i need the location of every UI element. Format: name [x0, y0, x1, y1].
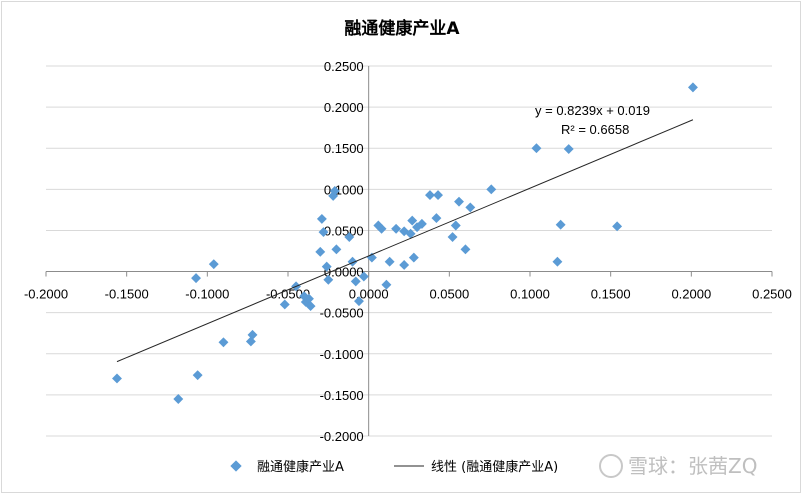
- x-tick-label: 0.0500: [429, 287, 469, 302]
- scatter-point: [245, 336, 256, 347]
- y-tick-label: -0.1500: [320, 388, 364, 403]
- scatter-point: [376, 223, 387, 234]
- scatter-point: [486, 184, 497, 195]
- scatter-point: [531, 143, 542, 154]
- scatter-point: [450, 220, 461, 231]
- scatter-point: [391, 223, 402, 234]
- data-points: [112, 82, 698, 404]
- scatter-point: [552, 256, 563, 267]
- scatter-point: [563, 144, 574, 154]
- x-axis-tick-labels: -0.2000 -0.1500 -0.1000 -0.0500 0.0000 0.0500…: [24, 287, 792, 302]
- scatter-point: [408, 252, 419, 263]
- watermark-text: 雪球：张茜ZQ: [628, 454, 757, 478]
- legend-scatter-label: 融通健康产业A: [257, 459, 344, 475]
- trendline-equation: y = 0.8239x + 0.019: [535, 103, 650, 118]
- scatter-point: [384, 256, 395, 267]
- scatter-point: [344, 232, 355, 242]
- scatter-point: [315, 246, 326, 257]
- scatter-point: [323, 274, 334, 285]
- scatter-point: [416, 218, 427, 229]
- chart-title: 融通健康产业A: [344, 18, 460, 39]
- scatter-point: [425, 190, 435, 201]
- y-tick-label: 0.0000: [324, 265, 364, 280]
- y-tick-label: -0.2000: [320, 429, 364, 444]
- legend-line-label: 线性 (融通健康产业A): [431, 459, 558, 475]
- scatter-point: [305, 301, 316, 312]
- x-tick-label: 0.0000: [349, 287, 389, 302]
- trendline: [116, 119, 694, 363]
- gridlines: [46, 65, 772, 437]
- scatter-point: [316, 213, 327, 224]
- scatter-point: [192, 370, 203, 381]
- y-axis-tick-labels: 0.25000.20000.15000.10000.05000.0000-0.0…: [320, 59, 364, 444]
- scatter-point: [687, 82, 698, 93]
- y-tick-label: -0.0500: [320, 306, 364, 321]
- y-tick-label: 0.2500: [324, 59, 364, 74]
- y-tick-label: 0.0500: [324, 223, 364, 238]
- y-tick-label: 0.1500: [324, 141, 364, 156]
- scatter-point: [218, 337, 229, 348]
- scatter-point: [465, 202, 476, 213]
- legend-marker-diamond-icon: [230, 460, 242, 472]
- legend: 融通健康产业A 线性 (融通健康产业A): [230, 459, 558, 475]
- scatter-point: [112, 373, 122, 384]
- x-tick-label: -0.0500: [266, 287, 310, 302]
- axes: [45, 66, 773, 436]
- scatter-point: [191, 273, 201, 284]
- scatter-point: [460, 244, 471, 255]
- x-tick-label: -0.1000: [185, 287, 229, 302]
- snowball-logo-icon: [599, 454, 623, 478]
- watermark: 雪球：张茜ZQ: [599, 454, 757, 478]
- scatter-point: [318, 227, 329, 238]
- scatter-point: [358, 271, 369, 282]
- scatter-point: [208, 259, 219, 270]
- scatter-point: [279, 299, 290, 310]
- trendline-line: [116, 119, 694, 363]
- scatter-point: [350, 276, 361, 287]
- scatter-point: [555, 219, 566, 230]
- scatter-point: [354, 296, 364, 307]
- scatter-point: [321, 261, 332, 272]
- scatter-point: [381, 279, 392, 290]
- scatter-point: [399, 260, 410, 270]
- scatter-point: [304, 293, 314, 304]
- x-tick-label: 0.1500: [591, 287, 631, 302]
- trendline-r-squared: R² = 0.6658: [561, 122, 629, 137]
- x-tick-label: 0.2000: [671, 287, 711, 302]
- scatter-point: [431, 213, 442, 224]
- scatter-point: [612, 221, 623, 232]
- scatter-point: [247, 329, 258, 340]
- x-tick-label: 0.2500: [752, 287, 792, 302]
- x-tick-label: -0.1500: [105, 287, 149, 302]
- scatter-point: [331, 244, 342, 255]
- scatter-point: [173, 394, 184, 404]
- scatter-point: [405, 228, 416, 239]
- x-tick-label: 0.1000: [510, 287, 550, 302]
- scatter-point: [329, 186, 340, 196]
- scatter-point: [433, 190, 443, 201]
- scatter-point: [447, 232, 458, 242]
- y-tick-label: 0.2000: [324, 100, 364, 115]
- scatter-point: [407, 215, 418, 226]
- y-tick-label: -0.1000: [320, 347, 364, 362]
- x-tick-label: -0.2000: [24, 287, 68, 302]
- scatter-point: [454, 196, 464, 207]
